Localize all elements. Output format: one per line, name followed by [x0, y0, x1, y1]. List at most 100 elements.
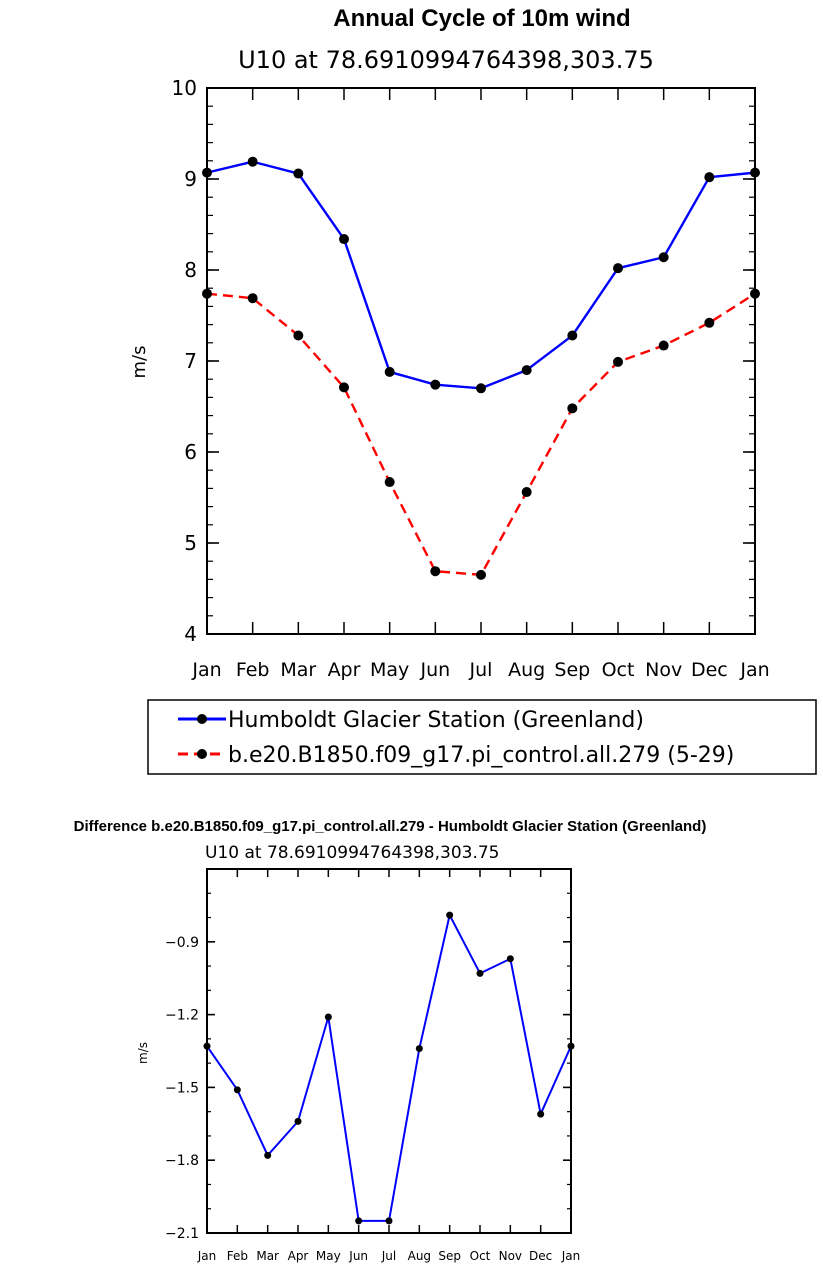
data-point: [476, 969, 484, 977]
data-point: [385, 1217, 393, 1225]
series-line-0: [206, 160, 756, 390]
y-tick-label: 4: [184, 622, 197, 646]
chart1-subtitle: U10 at 78.6910994764398,303.75: [238, 46, 654, 74]
x-tick-label: Feb: [227, 1249, 248, 1263]
data-point: [293, 168, 304, 179]
data-point: [521, 487, 532, 498]
x-tick-label: Nov: [499, 1249, 522, 1263]
chart2-series: [203, 911, 575, 1225]
data-point: [233, 1086, 241, 1094]
y-tick-label: −2.1: [165, 1226, 199, 1242]
x-tick-label: Feb: [236, 659, 270, 681]
chart1-ylabel: m/s: [129, 346, 150, 379]
x-tick-label: Jan: [561, 1249, 581, 1263]
data-point: [415, 1045, 423, 1053]
y-tick-label: 7: [184, 349, 197, 373]
x-tick-label: Aug: [508, 659, 545, 681]
legend-swatch-marker-0: [197, 714, 207, 724]
data-point: [446, 911, 454, 919]
data-point: [750, 288, 760, 299]
data-point: [750, 167, 760, 178]
data-point: [430, 379, 441, 390]
legend-entry-1: b.e20.B1850.f09_g17.pi_control.all.279 (…: [228, 743, 734, 768]
y-tick-label: −0.9: [165, 935, 199, 951]
annual-cycle-chart: Annual Cycle of 10m wind U10 at 78.69109…: [129, 5, 817, 775]
data-point: [613, 356, 623, 367]
data-point: [476, 569, 486, 580]
data-point: [658, 340, 669, 351]
data-point: [704, 317, 715, 328]
chart2-ylabel: m/s: [136, 1042, 150, 1064]
data-point: [658, 252, 669, 263]
series-line-0: [206, 914, 572, 1222]
difference-chart: Difference b.e20.B1850.f09_g17.pi_contro…: [74, 818, 707, 1263]
x-tick-label: Jul: [469, 659, 493, 681]
chart1-legend: Humboldt Glacier Station (Greenland) b.e…: [147, 699, 817, 775]
y-tick-label: 6: [184, 440, 197, 464]
series-line-1: [206, 292, 756, 577]
data-point: [384, 366, 395, 377]
legend-swatch-marker-1: [197, 749, 207, 759]
x-tick-label: Jan: [739, 659, 769, 681]
data-point: [567, 1042, 575, 1050]
x-tick-label: Oct: [470, 1249, 491, 1263]
x-tick-label: Aug: [408, 1249, 431, 1263]
x-tick-label: Jan: [191, 659, 221, 681]
data-point: [537, 1110, 545, 1118]
data-point: [430, 566, 441, 577]
x-tick-label: Jul: [381, 1249, 396, 1263]
data-point: [567, 403, 578, 414]
y-tick-label: 10: [172, 76, 197, 100]
y-tick-label: −1.2: [165, 1008, 199, 1024]
data-point: [264, 1151, 272, 1159]
x-tick-label: Apr: [288, 1249, 309, 1263]
data-point: [704, 172, 715, 183]
data-point: [476, 383, 486, 394]
x-tick-label: Oct: [602, 659, 635, 681]
x-tick-label: Sep: [554, 659, 590, 681]
data-point: [613, 263, 623, 274]
data-point: [293, 330, 304, 341]
data-point: [203, 1042, 211, 1050]
chart1-plot-frame: [206, 87, 756, 635]
x-tick-label: Mar: [256, 1249, 279, 1263]
x-tick-label: Jun: [348, 1249, 368, 1263]
y-tick-label: 5: [184, 531, 197, 555]
data-point: [521, 365, 532, 376]
x-tick-label: Apr: [328, 659, 361, 681]
x-tick-label: Jan: [197, 1249, 217, 1263]
chart1-title: Annual Cycle of 10m wind: [333, 5, 630, 32]
y-tick-label: 9: [184, 167, 197, 191]
data-point: [506, 955, 514, 963]
x-tick-label: Dec: [529, 1249, 552, 1263]
data-point: [339, 382, 349, 393]
legend-box: [147, 699, 817, 775]
data-point: [355, 1217, 363, 1225]
data-point: [202, 167, 212, 178]
data-point: [567, 330, 578, 341]
data-point: [202, 288, 212, 299]
x-tick-label: Dec: [691, 659, 728, 681]
y-tick-label: 8: [184, 258, 197, 282]
x-tick-label: Nov: [645, 659, 682, 681]
chart1-series: [202, 156, 760, 580]
x-tick-label: May: [370, 659, 409, 681]
y-tick-label: −1.8: [165, 1153, 199, 1169]
legend-entry-0: Humboldt Glacier Station (Greenland): [228, 708, 644, 733]
y-tick-label: −1.5: [165, 1080, 199, 1096]
x-tick-label: Sep: [438, 1249, 461, 1263]
chart2-plot-frame: [206, 868, 572, 1234]
data-point: [294, 1117, 302, 1125]
x-tick-label: Mar: [280, 659, 316, 681]
chart2-title: Difference b.e20.B1850.f09_g17.pi_contro…: [74, 818, 707, 835]
x-tick-label: May: [316, 1249, 341, 1263]
data-point: [339, 234, 349, 245]
chart2-subtitle: U10 at 78.6910994764398,303.75: [205, 843, 500, 863]
chart1-ticks: Jan Feb Mar Apr May Jun Jul Aug Sep Oct Nov Dec Jan 4…: [172, 76, 770, 681]
data-point: [324, 1013, 332, 1021]
chart2-ticks: Jan Feb Mar Apr May Jun Jul Aug Sep Oct Nov Dec Jan −…: [165, 868, 581, 1263]
data-point: [247, 156, 258, 167]
data-point: [384, 477, 395, 488]
data-point: [247, 293, 258, 304]
